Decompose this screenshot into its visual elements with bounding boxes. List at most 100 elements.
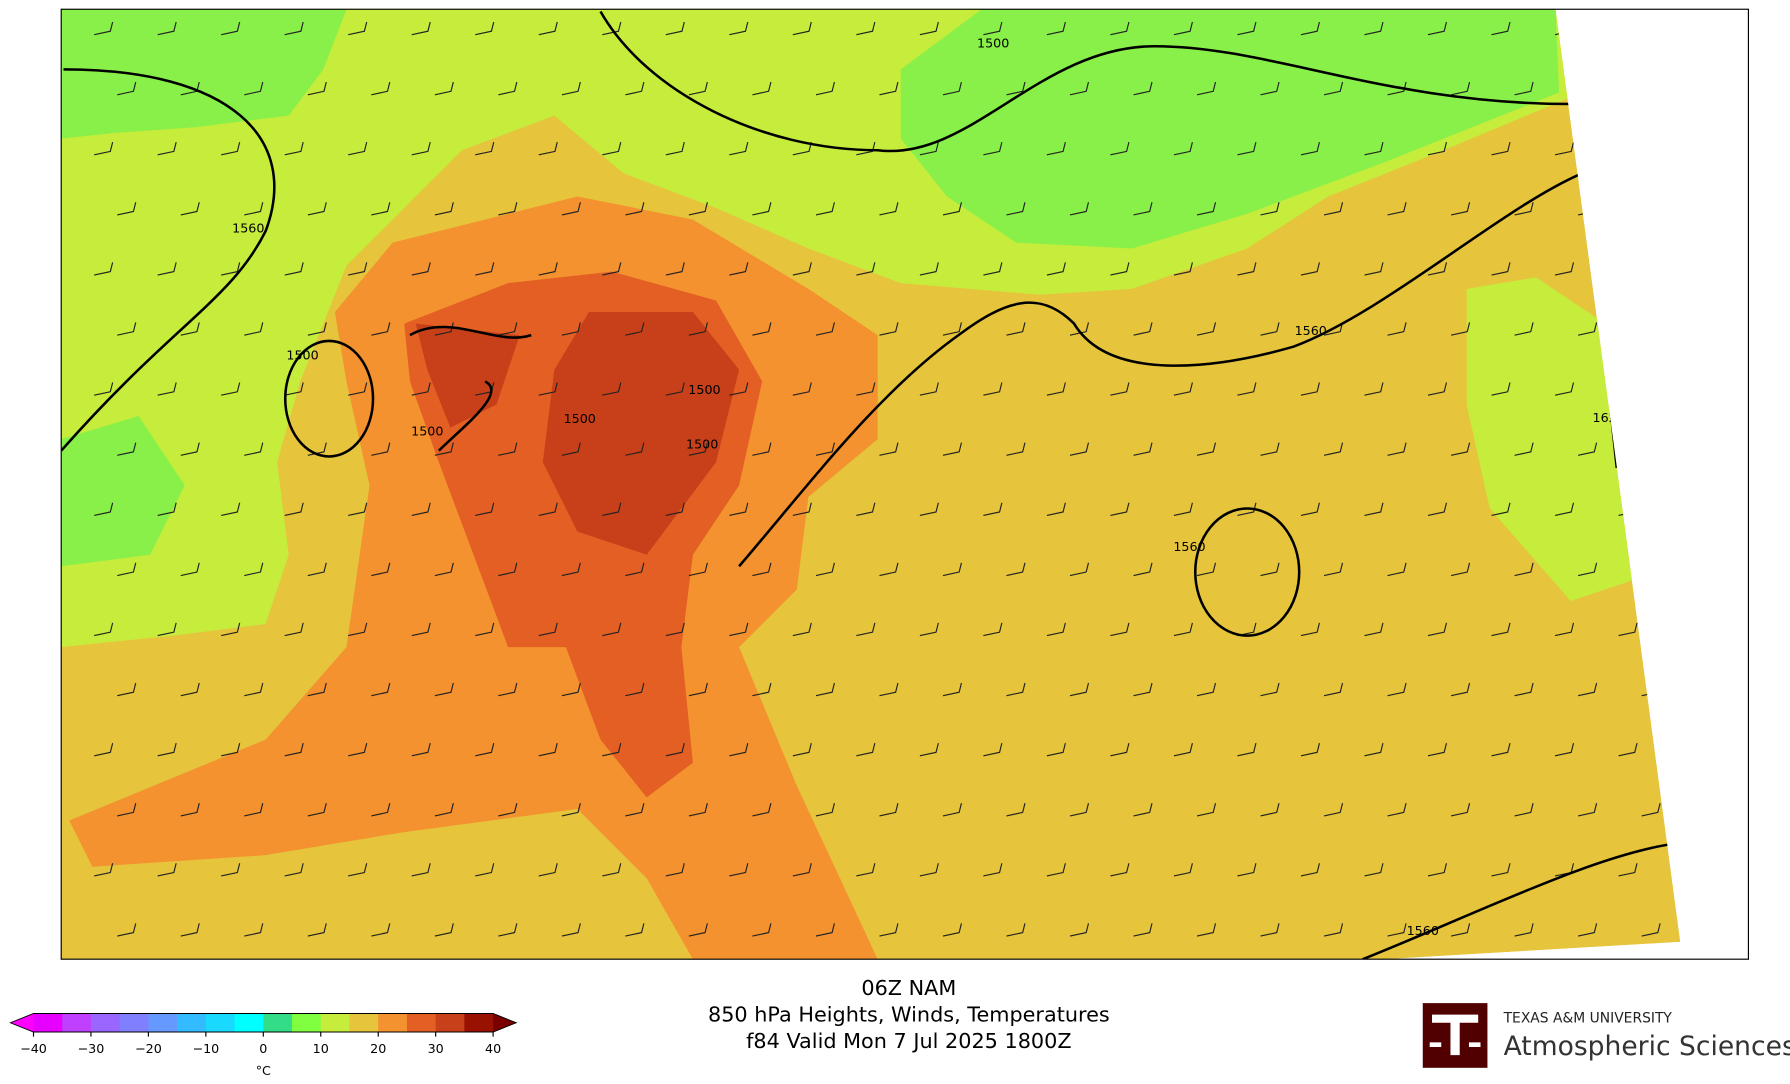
wind-barb [1323, 923, 1344, 937]
wind-barb [1323, 442, 1344, 456]
wind-barb [244, 202, 264, 216]
wind-barb [1491, 742, 1511, 757]
wind-barb [1260, 923, 1280, 937]
wind-barb [348, 622, 368, 637]
colorbar-tick-label: −10 [192, 1041, 219, 1056]
wind-barb [1427, 382, 1448, 396]
colorbar-bin [378, 1013, 408, 1032]
wind-barb [434, 202, 454, 216]
wind-barb [538, 863, 558, 877]
wind-barb [602, 142, 622, 156]
logo-glyph [1429, 1014, 1481, 1056]
wind-barb [411, 742, 431, 757]
title-line: f84 Valid Mon 7 Jul 2025 1800Z [746, 1029, 1071, 1053]
wind-barb [1705, 923, 1723, 936]
wind-barb [665, 742, 685, 757]
wind-barb [665, 142, 685, 156]
wind-barb [475, 502, 495, 516]
wind-barb [1110, 742, 1130, 757]
wind-barb [1387, 562, 1407, 577]
wind-barb [1641, 202, 1661, 216]
wind-barb [1705, 82, 1723, 95]
wind-barb [561, 202, 581, 216]
wind-barb [602, 502, 622, 516]
wind-barb [1387, 202, 1407, 216]
colorbar-tick-label: 20 [370, 1041, 386, 1056]
wind-barb [1173, 142, 1193, 156]
wind-barb [180, 562, 200, 577]
wind-barb [1514, 202, 1534, 216]
wind-barb [307, 202, 327, 216]
wind-barb [1260, 322, 1280, 336]
wind-barb [1069, 562, 1090, 577]
wind-barb [1682, 383, 1700, 396]
wind-barb [1300, 863, 1321, 877]
wind-barb [688, 803, 708, 817]
wind-barb [729, 863, 749, 877]
wind-barb [1682, 623, 1700, 636]
colorbar-bin [292, 1013, 322, 1032]
wind-barb [1133, 81, 1153, 96]
wind-barb [752, 442, 772, 456]
wind-barb [1196, 202, 1217, 216]
wind-barb [1260, 81, 1280, 96]
wind-barb [561, 562, 581, 577]
wind-barb [538, 21, 558, 36]
wind-barb [1196, 803, 1217, 817]
wind-barb [157, 863, 177, 877]
contour-line [1362, 842, 1675, 960]
wind-barb [1514, 923, 1534, 937]
wind-barb [729, 622, 749, 637]
contour-label: 1500 [286, 347, 318, 362]
wind-barb [371, 202, 391, 216]
wind-barb [1427, 863, 1448, 877]
wind-barb [942, 562, 963, 577]
wind-barb [1364, 262, 1384, 276]
wind-barb [815, 923, 835, 937]
wind-barb [856, 21, 876, 36]
wind-barb [1450, 682, 1471, 697]
wind-barb [1300, 262, 1321, 276]
wind-barb [1491, 622, 1511, 637]
wind-barb [157, 742, 177, 757]
wind-barb [983, 863, 1003, 877]
wind-barb [602, 742, 622, 757]
wind-barb [1173, 622, 1193, 637]
colorbar-bin [90, 1013, 121, 1032]
wind-barb [221, 502, 241, 516]
wind-barb [942, 81, 963, 96]
wind-barb [411, 382, 431, 396]
colorbar-unit: °C [256, 1063, 271, 1078]
wind-barb [475, 262, 495, 276]
wind-barb [1491, 502, 1511, 516]
wind-barb [1578, 322, 1598, 336]
wind-barb [117, 202, 137, 216]
colorbar-bin [62, 1013, 92, 1032]
wind-barb [1618, 142, 1638, 156]
wind-barb [1237, 21, 1257, 36]
wind-barb [625, 803, 645, 817]
map: 1500 1560 1500 1500 1500 1500 1500 1560 1620 1560… [61, 9, 1723, 960]
wind-barb [1578, 682, 1598, 697]
wind-barb [665, 622, 685, 637]
colorbar-tick-label: 40 [485, 1041, 501, 1056]
wind-barb [1260, 442, 1280, 456]
wind-barb [856, 863, 876, 877]
contour-label: 1500 [977, 35, 1009, 50]
wind-barb [879, 442, 899, 456]
wind-barb [1387, 682, 1407, 697]
wind-barb [307, 682, 327, 697]
wind-barb [1006, 81, 1026, 96]
colorbar-bin [33, 1013, 63, 1032]
wind-barb [244, 442, 264, 456]
wind-barb [284, 262, 304, 276]
wind-barb [1450, 562, 1471, 577]
wind-barb [1682, 142, 1700, 155]
wind-barb [1110, 21, 1130, 36]
wind-barb [94, 382, 114, 396]
wind-barb [1554, 742, 1575, 757]
wind-barb [180, 803, 200, 817]
wind-barb [1618, 742, 1638, 757]
wind-barb [792, 502, 812, 516]
wind-barb [1006, 682, 1026, 697]
